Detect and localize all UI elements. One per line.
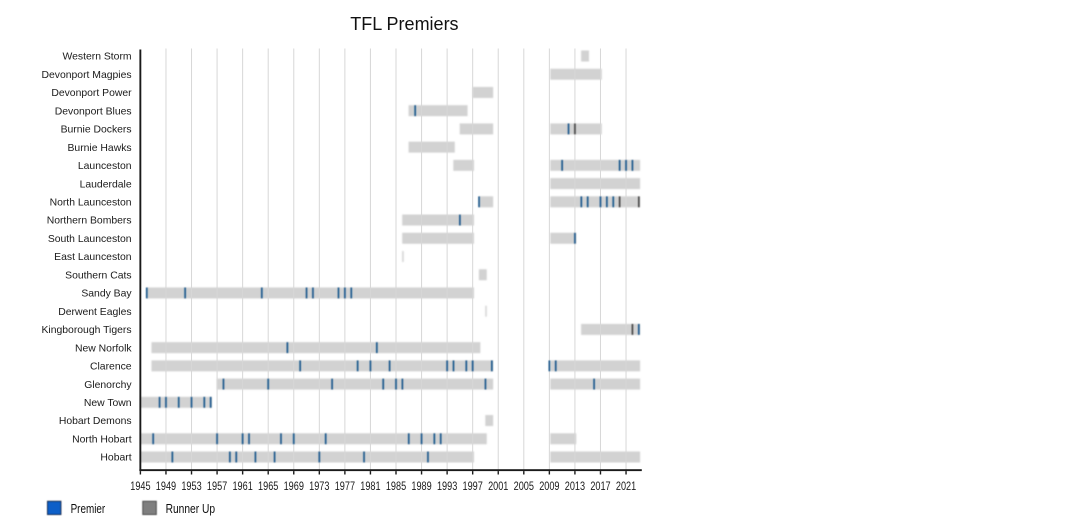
svg-text:Devonport Power: Devonport Power: [51, 88, 132, 99]
svg-text:2013: 2013: [565, 479, 586, 493]
svg-text:1957: 1957: [207, 479, 228, 493]
svg-text:1993: 1993: [437, 479, 458, 493]
svg-text:Launceston: Launceston: [78, 161, 132, 172]
svg-text:Burnie Dockers: Burnie Dockers: [61, 125, 132, 136]
svg-text:Hobart: Hobart: [100, 453, 131, 464]
svg-text:2001: 2001: [488, 479, 509, 493]
svg-text:North Hobart: North Hobart: [72, 434, 132, 445]
svg-text:2021: 2021: [616, 479, 637, 493]
svg-text:1969: 1969: [284, 479, 305, 493]
svg-text:Hobart Demons: Hobart Demons: [59, 416, 132, 427]
svg-text:Devonport Magpies: Devonport Magpies: [41, 70, 131, 81]
svg-text:Premier: Premier: [71, 501, 106, 516]
svg-text:1953: 1953: [181, 479, 202, 493]
svg-text:Western Storm: Western Storm: [62, 52, 131, 63]
svg-text:2005: 2005: [514, 479, 535, 493]
svg-text:Burnie Hawks: Burnie Hawks: [67, 143, 131, 154]
svg-text:1973: 1973: [309, 479, 330, 493]
svg-text:2009: 2009: [539, 479, 560, 493]
svg-text:Runner Up: Runner Up: [166, 501, 216, 516]
svg-text:1961: 1961: [232, 479, 253, 493]
svg-text:1945: 1945: [130, 479, 151, 493]
svg-text:South Launceston: South Launceston: [48, 234, 132, 245]
svg-text:1989: 1989: [411, 479, 432, 493]
svg-text:1981: 1981: [360, 479, 381, 493]
svg-text:Lauderdale: Lauderdale: [80, 179, 132, 190]
svg-text:New Norfolk: New Norfolk: [75, 343, 132, 354]
svg-text:1949: 1949: [156, 479, 177, 493]
svg-text:TFL Premiers: TFL Premiers: [350, 14, 458, 34]
svg-text:Clarence: Clarence: [90, 362, 132, 373]
svg-text:Southern Cats: Southern Cats: [65, 270, 131, 281]
svg-text:1977: 1977: [335, 479, 356, 493]
svg-text:North Launceston: North Launceston: [50, 198, 132, 209]
svg-text:1997: 1997: [463, 479, 484, 493]
svg-text:Kingborough Tigers: Kingborough Tigers: [41, 325, 131, 336]
svg-text:Sandy Bay: Sandy Bay: [81, 289, 132, 300]
svg-text:2017: 2017: [590, 479, 611, 493]
svg-text:Glenorchy: Glenorchy: [84, 380, 132, 391]
svg-text:New Town: New Town: [84, 398, 132, 409]
svg-text:Northern Bombers: Northern Bombers: [47, 216, 132, 227]
svg-text:1965: 1965: [258, 479, 279, 493]
svg-text:Devonport Blues: Devonport Blues: [55, 106, 132, 117]
svg-text:Derwent Eagles: Derwent Eagles: [58, 307, 131, 318]
svg-text:East Launceston: East Launceston: [54, 252, 132, 263]
svg-text:1985: 1985: [386, 479, 407, 493]
